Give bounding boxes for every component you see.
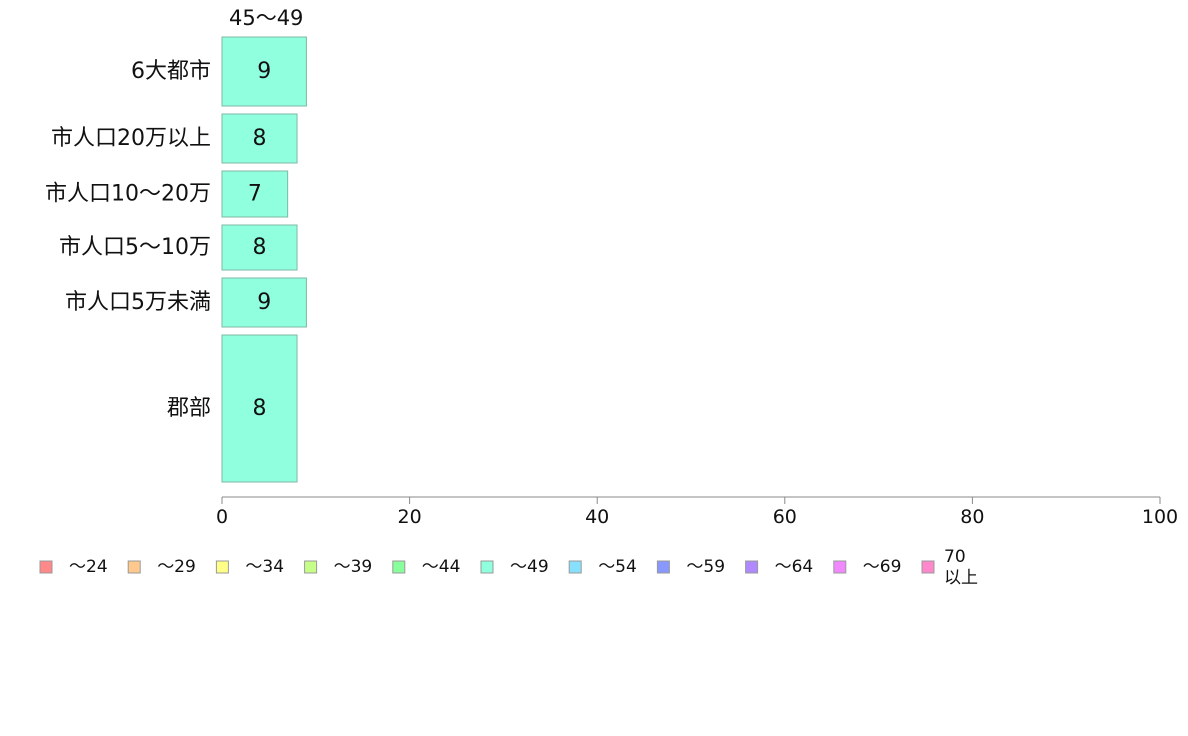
category-label: 市人口10〜20万 [45,182,211,207]
legend-label: 〜39 [334,557,373,577]
bar-value-label: 7 [248,182,262,207]
x-tick-label: 20 [398,506,422,528]
x-tick-label: 60 [773,506,797,528]
legend: 〜24 〜29 〜34 〜39 〜44 〜49 〜54 〜59 〜64 〜69 70 以上 [39,547,978,588]
bar-value-label: 8 [253,235,267,260]
legend-swatch [304,560,318,574]
bar [221,277,307,328]
bar [221,36,307,107]
legend-swatch [568,560,582,574]
x-tick-label: 40 [585,506,609,528]
legend-swatch [480,560,494,574]
bar-value-label: 9 [257,290,271,315]
legend-label: 70 以上 [944,547,978,588]
legend-label: 〜49 [510,557,549,577]
category-label: 市人口20万以上 [51,126,211,151]
legend-label: 〜69 [863,557,902,577]
legend-swatch [921,560,935,574]
legend-label: 〜34 [245,557,284,577]
bar-group: 9 8 7 8 9 8 [221,36,307,483]
legend-swatch [745,560,759,574]
x-axis: 0 20 40 60 80 100 [216,496,1178,528]
x-tick-label: 100 [1142,506,1178,528]
bar [221,224,298,271]
legend-swatch [39,560,53,574]
bar-value-label: 9 [257,59,271,84]
legend-label: 〜29 [157,557,196,577]
legend-swatch [215,560,229,574]
bar [221,113,298,164]
category-label: 郡部 [167,396,211,421]
category-label: 市人口5万未満 [65,290,211,315]
bar [221,170,289,218]
x-tick-label: 0 [216,506,228,528]
legend-swatch [833,560,847,574]
bar-value-label: 8 [253,396,267,421]
legend-label: 〜54 [598,557,637,577]
category-label: 6大都市 [131,59,211,84]
x-tick-label: 80 [960,506,984,528]
legend-label: 〜24 [69,557,108,577]
legend-label: 〜59 [686,557,725,577]
category-label: 市人口5〜10万 [59,235,211,260]
legend-swatch [392,560,406,574]
legend-label: 〜64 [775,557,814,577]
legend-swatch [656,560,670,574]
legend-label: 〜44 [422,557,461,577]
legend-swatch [127,560,141,574]
bar [221,334,298,483]
series-title: 45〜49 [229,6,303,30]
bar-value-label: 8 [253,126,267,151]
